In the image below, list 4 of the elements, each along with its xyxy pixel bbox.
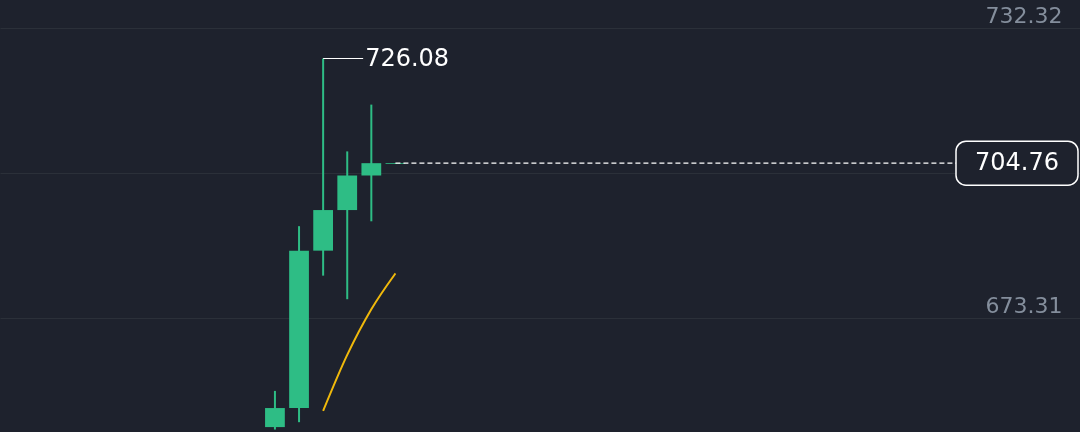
annotation: 726.08	[365, 43, 450, 72]
y-tick-label: 732.32	[985, 3, 1063, 29]
ref-line-label: 704.76	[975, 148, 1059, 177]
y-tick-label: 673.31	[985, 293, 1063, 319]
